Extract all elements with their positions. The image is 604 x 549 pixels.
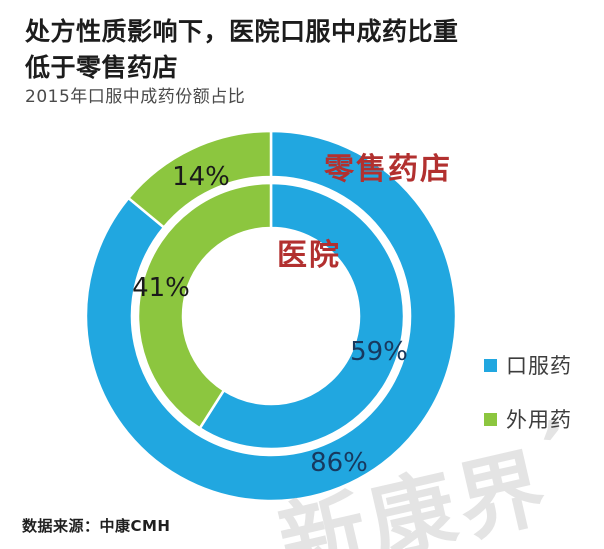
legend-label-topical: 外用药 [506, 408, 572, 432]
label-inner-blue-pct: 59% [350, 337, 408, 367]
label-outer-blue-pct: 86% [310, 448, 368, 478]
donut-chart: 14% 41% 59% 86% 零售药店 医院 新康界’ 口服药 外用药 [0, 110, 604, 549]
chart-subtitle: 2015年口服中成药份额占比 [25, 87, 246, 107]
legend-item-oral: 口服药 [484, 350, 572, 380]
label-ring-retail-pharmacy: 零售药店 [324, 152, 452, 187]
legend-item-topical: 外用药 [484, 404, 572, 434]
segment-医院-口服药 [198, 181, 406, 451]
page-title: 处方性质影响下，医院口服中成药比重 低于零售药店 [25, 14, 565, 86]
legend-swatch-oral-icon [484, 358, 497, 372]
segment-零售药店-外用药 [127, 129, 273, 229]
nested-donut-svg [84, 129, 458, 503]
legend: 口服药 外用药 [484, 350, 572, 434]
title-line-2: 低于零售药店 [25, 53, 179, 82]
legend-label-oral: 口服药 [506, 354, 572, 378]
label-inner-green-pct: 41% [132, 273, 190, 303]
label-outer-green-pct: 14% [172, 162, 230, 192]
legend-swatch-topical-icon [484, 412, 497, 426]
segment-零售药店-口服药 [84, 129, 458, 503]
segment-医院-外用药 [136, 181, 273, 430]
title-line-1: 处方性质影响下，医院口服中成药比重 [25, 17, 459, 46]
data-source: 数据来源：中康CMH [22, 517, 171, 535]
label-ring-hospital: 医院 [277, 238, 341, 273]
